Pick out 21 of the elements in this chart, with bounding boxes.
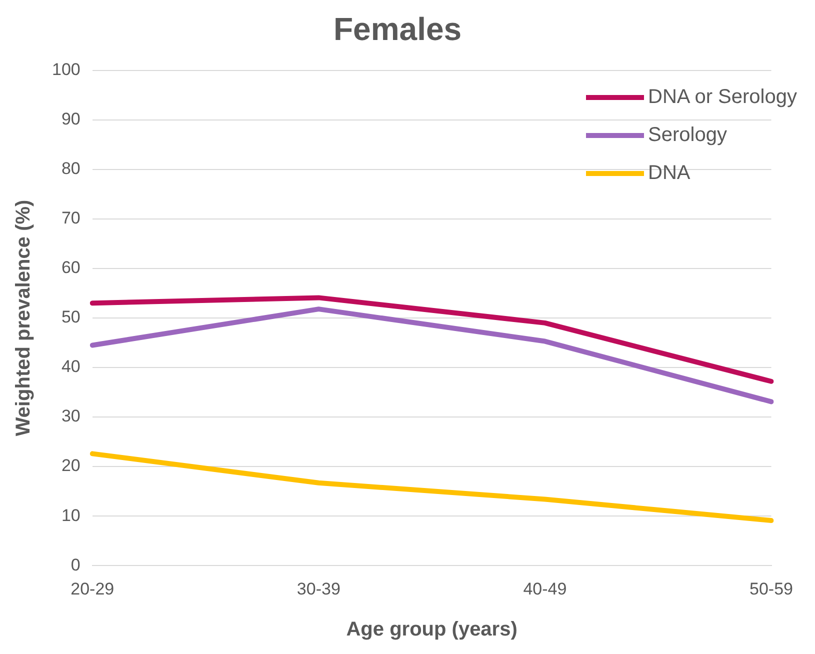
x-axis-title: Age group (years) [346, 618, 518, 641]
y-tick-label: 20 [61, 456, 80, 476]
legend-label: DNA or Serology [648, 86, 797, 108]
y-tick-label: 100 [52, 60, 80, 80]
y-tick-label: 0 [70, 555, 80, 574]
x-tick-label: 30-39 [296, 579, 340, 598]
legend-label: Serology [648, 124, 727, 146]
x-tick-label: 50-59 [750, 579, 793, 598]
y-tick-label: 90 [61, 110, 80, 129]
chart-title: Females [333, 11, 462, 48]
y-tick-label: 80 [61, 159, 80, 178]
x-tick-label: 40-49 [523, 579, 567, 598]
y-tick-label: 40 [61, 357, 80, 376]
legend-label: DNA [648, 162, 690, 184]
y-tick-label: 30 [61, 406, 80, 426]
y-tick-label: 50 [61, 308, 80, 327]
y-axis-title: Weighted prevalence (%) [12, 200, 35, 436]
y-tick-label: 70 [61, 208, 80, 228]
y-tick-label: 60 [61, 258, 80, 278]
y-tick-label: 10 [61, 506, 80, 525]
x-tick-label: 20-29 [70, 579, 114, 598]
